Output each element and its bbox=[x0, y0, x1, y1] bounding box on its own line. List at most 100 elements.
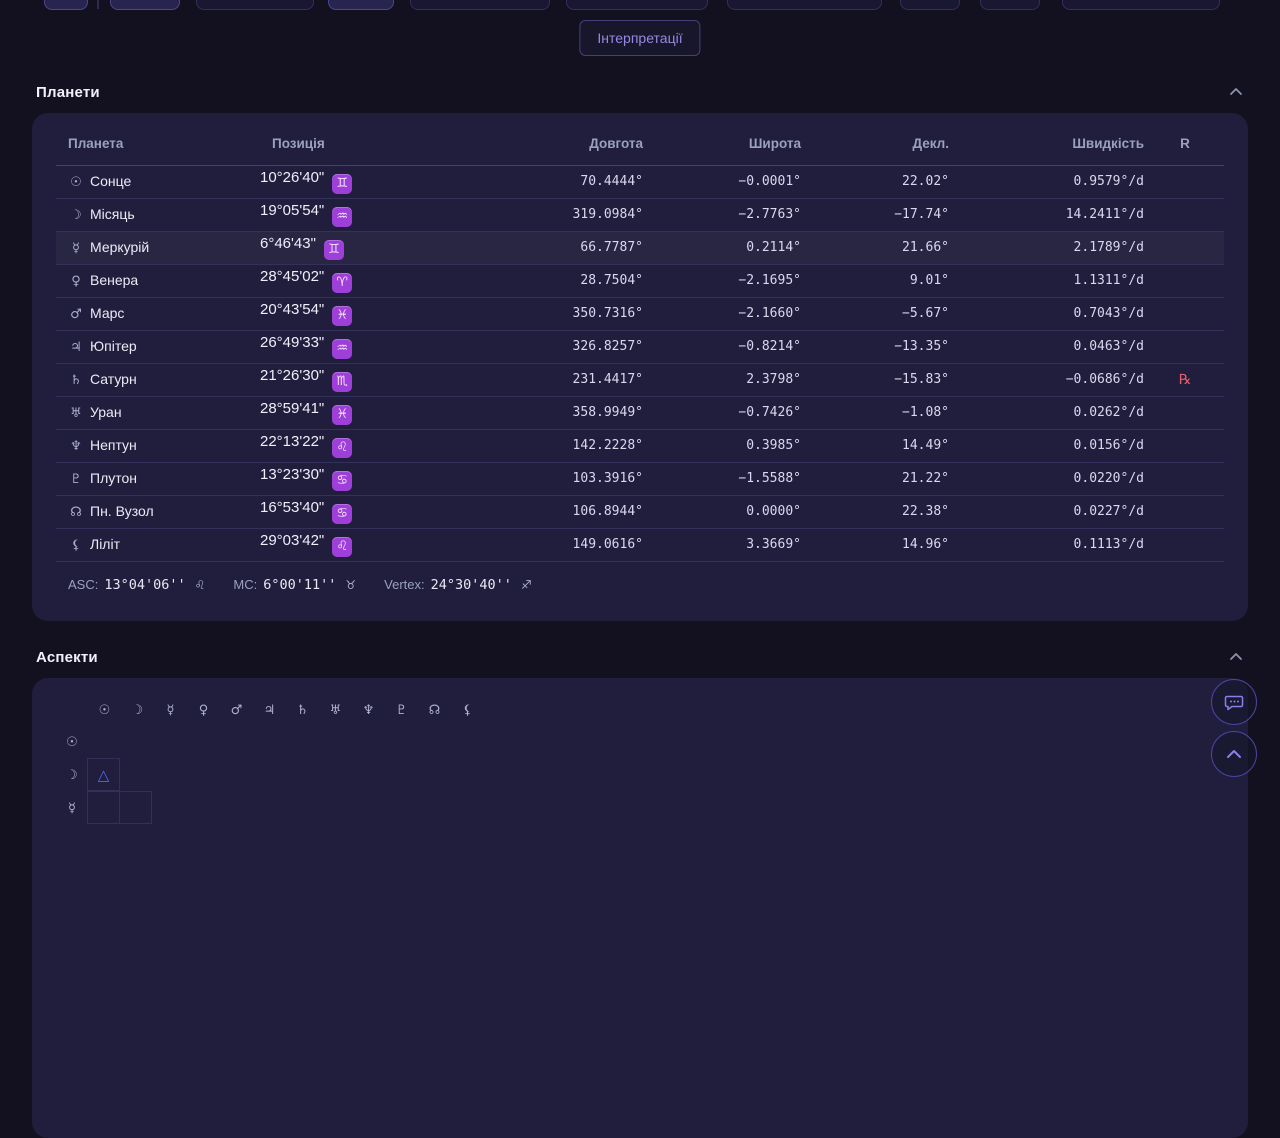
declination-value: −13.35° bbox=[803, 329, 951, 363]
zodiac-sign-icon: ♌ bbox=[194, 577, 206, 592]
planet-row[interactable]: ♇ Плутон 13°23'30" ♋ 103.3916° −1.5588° 21.22°… bbox=[56, 461, 1224, 495]
angle-label: Vertex: bbox=[384, 577, 425, 592]
planet-symbol-icon: ☽ bbox=[70, 208, 82, 223]
planet-position-cell: 28°45'02" ♈ bbox=[260, 263, 460, 297]
planet-name: Уран bbox=[90, 404, 122, 420]
chat-button[interactable] bbox=[1211, 679, 1257, 725]
planet-symbol-icon: ♀ bbox=[71, 274, 81, 289]
declination-value: 14.49° bbox=[803, 428, 951, 462]
position-value: 21°26'30" bbox=[260, 367, 325, 385]
retrograde-cell bbox=[1146, 296, 1224, 330]
zodiac-sign-badge: ♈ bbox=[332, 272, 353, 293]
toolbar-tab-stub[interactable] bbox=[110, 0, 180, 10]
zodiac-sign-badge: ♒ bbox=[332, 206, 353, 227]
toolbar-tab-stub[interactable] bbox=[44, 0, 88, 10]
planet-position-cell: 13°23'30" ♋ bbox=[260, 461, 460, 495]
speed-value: 1.1311°/d bbox=[951, 263, 1146, 297]
declination-value: 22.38° bbox=[803, 494, 951, 528]
planet-position-cell: 16°53'40" ♋ bbox=[260, 494, 460, 528]
aspects-section-header: Аспекти bbox=[36, 647, 1244, 667]
planet-name: Плутон bbox=[90, 470, 138, 486]
planet-position-cell: 26°49'33" ♒ bbox=[260, 329, 460, 363]
latitude-value: −2.7763° bbox=[645, 197, 803, 231]
column-header-declination: Декл. bbox=[803, 123, 951, 166]
planet-row[interactable]: ♃ Юпітер 26°49'33" ♒ 326.8257° −0.8214° −13.35… bbox=[56, 329, 1224, 363]
collapse-chevron-up-icon[interactable] bbox=[1228, 649, 1244, 665]
angle-value: 13°04'06'' bbox=[104, 576, 186, 593]
planet-position-cell: 21°26'30" ♏ bbox=[260, 362, 460, 396]
planet-symbol-icon: ♄ bbox=[296, 702, 309, 718]
latitude-value: −1.5588° bbox=[645, 461, 803, 495]
collapse-chevron-up-icon[interactable] bbox=[1228, 84, 1244, 100]
speed-value: 0.0227°/d bbox=[951, 494, 1146, 528]
planet-name-cell: ♅ Уран bbox=[56, 395, 260, 429]
retrograde-cell bbox=[1146, 263, 1224, 297]
retrograde-cell bbox=[1146, 428, 1224, 462]
latitude-value: 0.0000° bbox=[645, 494, 803, 528]
planet-name-cell: ☉ Сонце bbox=[56, 165, 260, 198]
planet-name-cell: ☊ Пн. Вузол bbox=[56, 494, 260, 528]
retrograde-cell bbox=[1146, 494, 1224, 528]
planet-name-cell: ♆ Нептун bbox=[56, 428, 260, 462]
planet-position-cell: 19°05'54" ♒ bbox=[260, 197, 460, 231]
aspect-cell bbox=[119, 791, 152, 824]
planet-symbol-icon: ⚸ bbox=[462, 702, 473, 718]
aspect-cell[interactable]: △ bbox=[87, 758, 120, 791]
planet-name-cell: ♃ Юпітер bbox=[56, 329, 260, 363]
speed-value: 0.0463°/d bbox=[951, 329, 1146, 363]
planet-name-cell: ♀ Венера bbox=[56, 263, 260, 297]
retrograde-cell bbox=[1146, 197, 1224, 231]
planet-name: Місяць bbox=[90, 206, 135, 222]
longitude-value: 106.8944° bbox=[460, 494, 645, 528]
planet-name-cell: ⚸ Ліліт bbox=[56, 527, 260, 561]
matrix-corner-spacer bbox=[56, 694, 88, 726]
position-value: 10°26'40" bbox=[260, 169, 325, 187]
planet-row[interactable]: ♀ Венера 28°45'02" ♈ 28.7504° −2.1695° 9.01° 1.… bbox=[56, 263, 1224, 297]
planet-row[interactable]: ♄ Сатурн 21°26'30" ♏ 231.4417° 2.3798° −15.83°… bbox=[56, 362, 1224, 396]
planet-name: Пн. Вузол bbox=[90, 503, 154, 519]
position-value: 20°43'54" bbox=[260, 301, 325, 319]
chat-bubble-icon bbox=[1223, 691, 1245, 713]
zodiac-sign-badge: ♌ bbox=[332, 536, 353, 557]
planet-row[interactable]: ☽ Місяць 19°05'54" ♒ 319.0984° −2.7763° −17.74… bbox=[56, 197, 1224, 231]
planet-row[interactable]: ♂ Марс 20°43'54" ♓ 350.7316° −2.1660° −5.67° 0.… bbox=[56, 296, 1224, 330]
planet-symbol-icon: ☽ bbox=[66, 768, 78, 783]
planet-row[interactable]: ☿ Меркурій 6°46'43" ♊ 66.7787° 0.2114° 21.66° 2… bbox=[56, 230, 1224, 264]
toolbar-tab-stub[interactable] bbox=[328, 0, 394, 10]
aspects-section-title: Аспекти bbox=[36, 648, 98, 666]
scroll-to-top-button[interactable] bbox=[1211, 731, 1257, 777]
toolbar-tab-stub[interactable] bbox=[1062, 0, 1220, 10]
planet-name-cell: ♇ Плутон bbox=[56, 461, 260, 495]
chart-angles-row: ASC: 13°04'06'' ♌ MC: 6°00'11'' ♉ Vertex: 24°30… bbox=[32, 562, 1248, 593]
toolbar-tab-stub[interactable] bbox=[980, 0, 1040, 10]
planet-row[interactable]: ☉ Сонце 10°26'40" ♊ 70.4444° −0.0001° 22.02° 0.… bbox=[56, 165, 1224, 198]
planet-symbol-icon: ☊ bbox=[428, 702, 441, 718]
planet-symbol-icon: ♅ bbox=[329, 702, 342, 718]
speed-value: 0.0156°/d bbox=[951, 428, 1146, 462]
planet-row[interactable]: ♆ Нептун 22°13'22" ♌ 142.2228° 0.3985° 14.49° 0… bbox=[56, 428, 1224, 462]
angle-value: 24°30'40'' bbox=[430, 576, 512, 593]
planet-symbol-icon: ♂ bbox=[70, 307, 82, 322]
declination-value: 9.01° bbox=[803, 263, 951, 297]
planet-row[interactable]: ⚸ Ліліт 29°03'42" ♌ 149.0616° 3.3669° 14.96° 0.… bbox=[56, 527, 1224, 561]
interpretations-button[interactable]: Інтерпретації bbox=[579, 20, 701, 56]
planet-name-cell: ☽ Місяць bbox=[56, 197, 260, 231]
planet-symbol-icon: ♀ bbox=[198, 702, 209, 718]
zodiac-sign-badge: ♓ bbox=[332, 404, 353, 425]
toolbar-tab-stub[interactable] bbox=[727, 0, 882, 10]
toolbar-tab-stub[interactable] bbox=[566, 0, 708, 10]
planet-row[interactable]: ♅ Уран 28°59'41" ♓ 358.9949° −0.7426° −1.08° 0.… bbox=[56, 395, 1224, 429]
aspect-matrix: ☉ ☽ ☿ ♀ ♂ ♃ ♄ ♅ ♆ ♇ ☊ ⚸ ☉ ☽ △ ☿ bbox=[32, 678, 1248, 825]
latitude-value: −0.0001° bbox=[738, 174, 801, 189]
chevron-up-icon bbox=[1223, 743, 1245, 765]
planet-row[interactable]: ☊ Пн. Вузол 16°53'40" ♋ 106.8944° 0.0000° 22.3… bbox=[56, 494, 1224, 528]
position-value: 28°59'41" bbox=[260, 400, 325, 418]
toolbar-tab-stub[interactable] bbox=[196, 0, 314, 10]
declination-value: 22.02° bbox=[902, 174, 949, 189]
column-header-planet: Планета bbox=[56, 123, 260, 166]
toolbar-tab-stub[interactable] bbox=[410, 0, 550, 10]
speed-value: 0.9579°/d bbox=[1073, 174, 1144, 189]
planet-symbol-icon: ♆ bbox=[362, 702, 375, 718]
toolbar-tab-stub[interactable] bbox=[900, 0, 960, 10]
longitude-value: 231.4417° bbox=[460, 362, 645, 396]
